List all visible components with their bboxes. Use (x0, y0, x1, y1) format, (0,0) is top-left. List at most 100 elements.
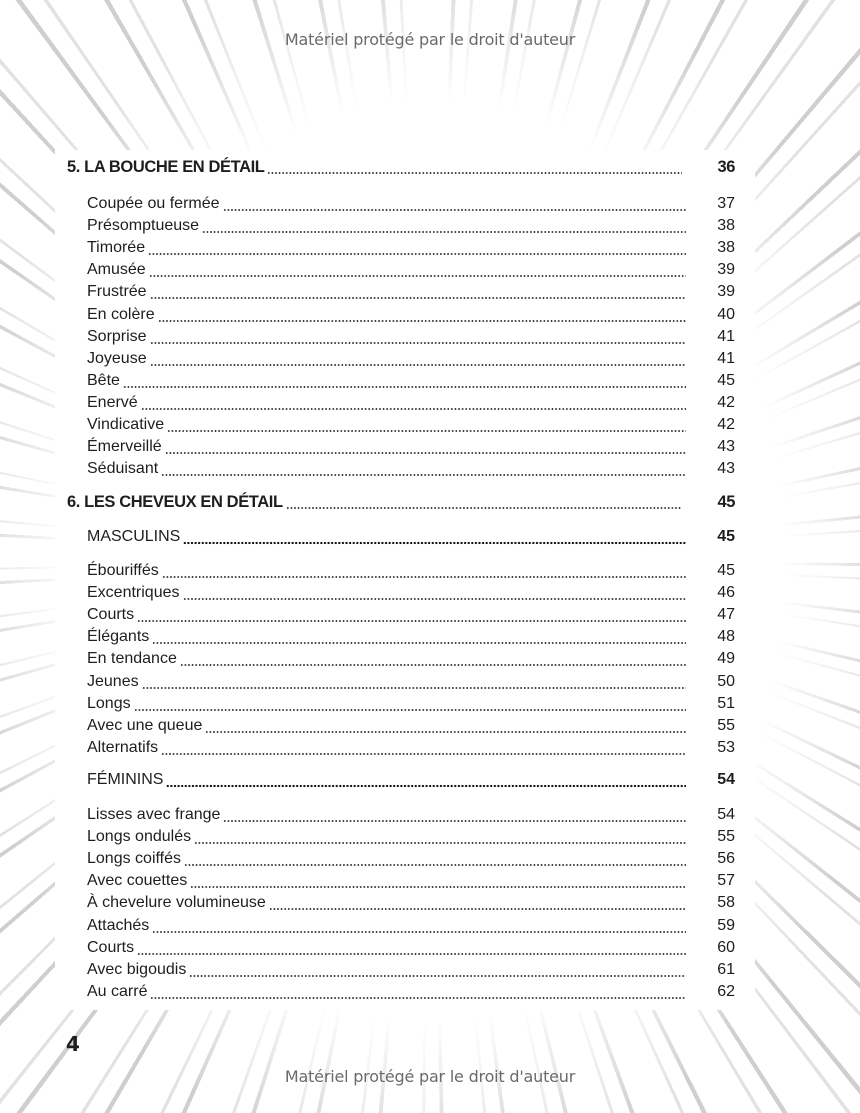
toc-entry-title: Alternatifs (87, 738, 159, 756)
toc-entry-title: FÉMININS (87, 771, 164, 788)
toc-page-number: 42 (717, 393, 735, 411)
toc-entry: Jeunes 50 (0, 673, 860, 695)
toc-entry-title: À chevelure volumineuse (87, 894, 266, 912)
toc-entry-title: Attachés (87, 916, 150, 934)
toc-entry: Joyeuse 41 (0, 350, 860, 372)
toc-page-number: 55 (717, 828, 735, 846)
toc-entry: Coupée ou fermée 37 (0, 195, 860, 217)
toc-entry-title: Au carré (87, 982, 148, 1000)
toc-page-number: 53 (717, 738, 735, 756)
toc-entry-title: MASCULINS (87, 528, 181, 545)
dot-leader (184, 855, 686, 868)
toc-entry-title: 5. LA BOUCHE EN DÉTAIL (67, 158, 265, 176)
dot-leader (267, 163, 682, 175)
toc-entry-title: Courts (87, 606, 135, 624)
toc-page-number: 58 (717, 894, 735, 912)
toc-page-number: 60 (717, 938, 735, 956)
toc-chapter: 5. LA BOUCHE EN DÉTAIL 36 (0, 158, 860, 180)
dot-leader (202, 222, 686, 235)
toc-entry: Longs ondulés 55 (0, 828, 860, 850)
toc-entry-title: Frustrée (87, 283, 147, 301)
toc-page-number: 36 (717, 158, 735, 176)
toc-entry-title: Timorée (87, 239, 146, 257)
toc-entry-title: Ébouriffés (87, 562, 159, 579)
toc-page-number: 41 (717, 327, 735, 345)
toc-subsection: MASCULINS 45 (0, 528, 860, 550)
toc-entry-title: Joyeuse (87, 349, 147, 367)
toc-entry: Vindicative 42 (0, 416, 860, 438)
toc-entry: Ébouriffés 45 (0, 562, 860, 584)
toc-entry-title: Sorprise (87, 327, 147, 345)
dot-leader (141, 677, 686, 690)
toc-chapter: 6. LES CHEVEUX EN DÉTAIL 45 (0, 493, 860, 515)
toc-page-number: 46 (717, 584, 735, 602)
dot-leader (133, 699, 686, 712)
toc-entry: Courts 60 (0, 939, 860, 961)
toc-page-number: 55 (717, 716, 735, 734)
dot-leader (183, 533, 686, 545)
dot-leader (122, 376, 686, 389)
toc-entry: Avec bigoudis 61 (0, 961, 860, 983)
toc-page-number: 37 (717, 195, 735, 212)
dot-leader (152, 633, 686, 646)
dot-leader (205, 721, 686, 734)
dot-leader (148, 244, 686, 257)
toc-page-number: 47 (717, 606, 735, 624)
dot-leader (137, 943, 686, 956)
toc-entry: Excentriques 46 (0, 584, 860, 606)
dot-leader (149, 354, 686, 367)
toc-entry-title: 6. LES CHEVEUX EN DÉTAIL (67, 493, 283, 511)
toc-page-number: 43 (717, 460, 735, 478)
toc-entry: Émerveillé 43 (0, 438, 860, 460)
toc-page-number: 42 (717, 416, 735, 433)
toc-entry-title: Courts (87, 938, 135, 956)
dot-leader (137, 611, 686, 624)
toc-entry: Longs coiffés 56 (0, 850, 860, 872)
page-number: 4 (66, 1032, 80, 1056)
toc-entry-title: Lisses avec frange (87, 806, 221, 823)
toc-entry-title: Séduisant (87, 460, 159, 478)
dot-leader (161, 465, 686, 478)
toc-page-number: 61 (717, 960, 735, 978)
toc-page-number: 54 (717, 806, 735, 823)
dot-leader (150, 987, 686, 1000)
toc-entry-title: Bête (87, 371, 120, 389)
dot-leader (268, 899, 686, 912)
toc-entry: Séduisant 43 (0, 460, 860, 482)
toc-entry-title: Longs (87, 694, 131, 712)
toc-entry: Sorprise 41 (0, 328, 860, 350)
dot-leader (189, 965, 686, 978)
dot-leader (182, 589, 686, 602)
toc-entry: Courts 47 (0, 606, 860, 628)
dot-leader (152, 921, 686, 934)
toc-entry-title: En tendance (87, 650, 177, 668)
toc-entry-title: Enervé (87, 393, 138, 411)
toc-entry-title: Émerveillé (87, 438, 162, 456)
toc-entry-title: Élégants (87, 628, 150, 646)
dot-leader (167, 421, 686, 433)
toc-page-number: 57 (717, 872, 735, 890)
toc-entry: Alternatifs 53 (0, 739, 860, 761)
dot-leader (157, 310, 686, 323)
dot-leader (148, 266, 686, 279)
toc-page-number: 48 (717, 628, 735, 646)
dot-leader (161, 743, 686, 756)
toc-page-number: 51 (717, 694, 735, 712)
watermark-top: Matériel protégé par le droit d'auteur (284, 30, 576, 49)
toc-page-number: 62 (717, 982, 735, 1000)
dot-leader (166, 776, 686, 788)
toc-entry: Timorée 38 (0, 239, 860, 261)
toc-entry-title: Avec une queue (87, 716, 203, 734)
toc-entry: À chevelure volumineuse 58 (0, 894, 860, 916)
dot-leader (285, 498, 682, 510)
toc-entry: Bête 45 (0, 372, 860, 394)
toc-entry: Lisses avec frange 54 (0, 806, 860, 828)
toc-entry-title: Jeunes (87, 672, 139, 690)
toc-page-number: 38 (717, 239, 735, 257)
toc-page-number: 40 (717, 305, 735, 323)
toc-entry: En tendance 49 (0, 650, 860, 672)
toc-entry: Avec couettes 57 (0, 872, 860, 894)
toc-entry-title: Coupée ou fermée (87, 195, 220, 212)
toc-entry-title: Excentriques (87, 584, 180, 602)
toc-page-number: 45 (717, 371, 735, 389)
